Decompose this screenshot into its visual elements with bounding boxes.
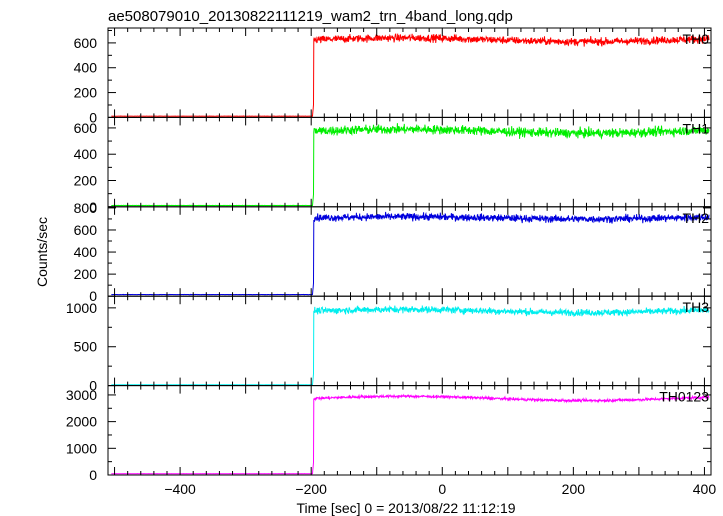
series-line-th1 [111,123,710,207]
y-tick-label: 600 [74,120,98,136]
y-tick-label: 200 [74,173,98,189]
y-tick-label: 400 [74,60,98,76]
panel-name-th0: TH0 [683,31,710,47]
x-axis-tick-labels: −400 −200 0 200 400 [164,481,716,497]
y-tick-label: 200 [74,85,98,101]
series-line-th3 [111,304,710,386]
y-tick-label: 3000 [66,387,97,403]
series-line-th2 [111,211,710,296]
y-tick-label: 600 [74,222,98,238]
x-tick-label: −400 [164,481,196,497]
y-axis-label: Counts/sec [34,217,50,287]
chart-title: ae508079010_20130822111219_wam2_trn_4ban… [108,8,513,25]
x-tick-label: 0 [438,481,446,497]
x-tick-label: 400 [693,481,717,497]
y-tick-label: 0 [89,378,97,394]
panel-name-th1: TH1 [683,120,710,136]
panel-name-th3: TH3 [683,299,710,315]
y-tick-label: 0 [89,288,97,304]
y-tick-label: 0 [89,467,97,483]
panel-th0123: 0 1000 2000 3000 TH0123 [66,385,712,483]
y-tick-label: 500 [74,339,98,355]
panel-th1: 0 200 400 600 TH1 [74,116,712,215]
y-tick-label: 0 [89,199,97,215]
y-tick-label: 600 [74,35,98,51]
y-tick-label: 0 [89,109,97,125]
y-tick-label: 1000 [66,440,97,456]
y-tick-label: 400 [74,146,98,162]
y-tick-label: 1000 [66,300,97,316]
y-tick-label: 800 [74,200,98,216]
panel-frame [107,385,712,476]
panel-name-th2: TH2 [683,210,710,226]
series-line-th0123 [111,393,710,475]
panel-th2: 0 200 400 600 800 TH2 [74,200,712,304]
y-tick-label: 400 [74,244,98,260]
panel-th0: 0 200 400 600 TH0 [74,27,712,125]
x-tick-label: −200 [295,481,327,497]
panel-name-th0123: TH0123 [659,389,709,405]
y-tick-label: 200 [74,266,98,282]
panel-stack: 0 200 400 600 TH0 0 200 400 600 TH1 0 200 400 600 800 T… [66,27,712,483]
y-tick-label: 2000 [66,414,97,430]
panel-th3: 0 500 1000 TH3 [66,295,712,394]
x-tick-label: 200 [562,481,586,497]
series-line-th0 [111,33,710,117]
x-axis-label: Time [sec] 0 = 2013/08/22 11:12:19 [296,500,515,516]
